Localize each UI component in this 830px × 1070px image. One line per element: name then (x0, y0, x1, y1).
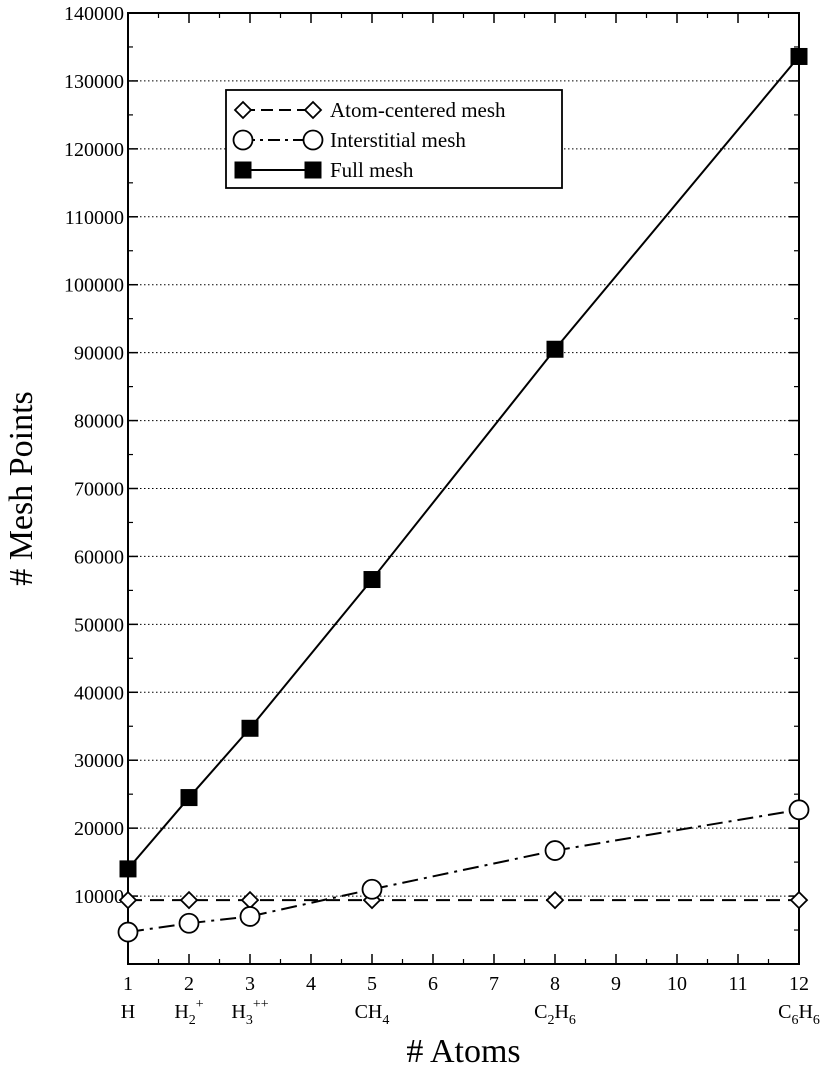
circle-marker (117, 921, 139, 943)
circle-marker (788, 799, 810, 821)
y-tick-label: 140000 (64, 3, 124, 25)
x-tick-label: 5 (367, 973, 377, 995)
square-marker (180, 789, 198, 807)
x-tick-label: 11 (728, 973, 747, 995)
square-marker (119, 860, 137, 878)
molecule-label: CH4 (355, 1001, 390, 1028)
x-tick-label: 4 (306, 973, 316, 995)
x-tick-label: 7 (489, 973, 499, 995)
x-tick-label: 12 (789, 973, 809, 995)
x-tick-label: 6 (428, 973, 438, 995)
x-tick-label: 2 (184, 973, 194, 995)
legend-label: Full mesh (330, 158, 414, 182)
y-tick-label: 20000 (74, 818, 124, 840)
x-tick-label: 10 (667, 973, 687, 995)
y-tick-label: 130000 (64, 71, 124, 93)
axis-ticks: 10000 20000 30000 40000 50000 60000 70000 80000… (64, 3, 820, 1028)
y-tick-label: 50000 (74, 614, 124, 636)
y-tick-label: 40000 (74, 682, 124, 704)
legend-box (225, 89, 563, 189)
diamond-marker (118, 890, 138, 910)
circle-marker (302, 129, 324, 151)
y-tick-label: 100000 (64, 275, 124, 297)
molecule-label: C2H6 (534, 1001, 576, 1028)
diamond-marker (240, 890, 260, 910)
molecule-label: H3++ (231, 997, 268, 1028)
square-marker (790, 47, 808, 65)
x-tick-label: 8 (550, 973, 560, 995)
legend-label: Interstitial mesh (330, 128, 466, 152)
y-tick-label: 90000 (74, 343, 124, 365)
circle-marker (178, 912, 200, 934)
diamond-marker (179, 890, 199, 910)
x-tick-label: 3 (245, 973, 255, 995)
y-tick-label: 110000 (65, 207, 124, 229)
x-tick-label: 1 (123, 973, 133, 995)
series-line-2 (127, 55, 800, 870)
y-tick-label: 30000 (74, 750, 124, 772)
molecule-label: C6H6 (778, 1001, 820, 1028)
y-tick-label: 70000 (74, 479, 124, 501)
grid-lines (128, 80, 799, 897)
series-markers (117, 47, 810, 943)
molecule-label: H (121, 1001, 135, 1023)
square-marker (234, 161, 252, 179)
square-marker (241, 719, 259, 737)
y-tick-label: 10000 (74, 886, 124, 908)
circle-marker (544, 840, 566, 861)
diamond-marker (233, 100, 253, 120)
y-tick-label: 80000 (74, 411, 124, 433)
diamond-marker (303, 100, 323, 120)
square-marker (546, 340, 564, 358)
y-axis-title: # Mesh Points (3, 391, 40, 586)
square-marker (363, 571, 381, 589)
molecule-label: H2+ (174, 997, 203, 1028)
series-line-1 (127, 808, 800, 934)
circle-marker (232, 129, 254, 151)
x-axis-title: # Atoms (406, 1033, 520, 1070)
series-lines (127, 55, 800, 934)
square-marker (304, 161, 322, 179)
x-tick-label: 9 (611, 973, 621, 995)
circle-marker (361, 878, 383, 900)
y-tick-label: 60000 (74, 546, 124, 568)
legend-label: Atom-centered mesh (330, 98, 506, 122)
diamond-marker (545, 890, 565, 910)
circle-marker (239, 906, 261, 927)
y-tick-label: 120000 (64, 139, 124, 161)
diamond-marker (789, 890, 809, 910)
legend: Atom-centered mesh Interstitial mesh Full … (225, 89, 563, 189)
